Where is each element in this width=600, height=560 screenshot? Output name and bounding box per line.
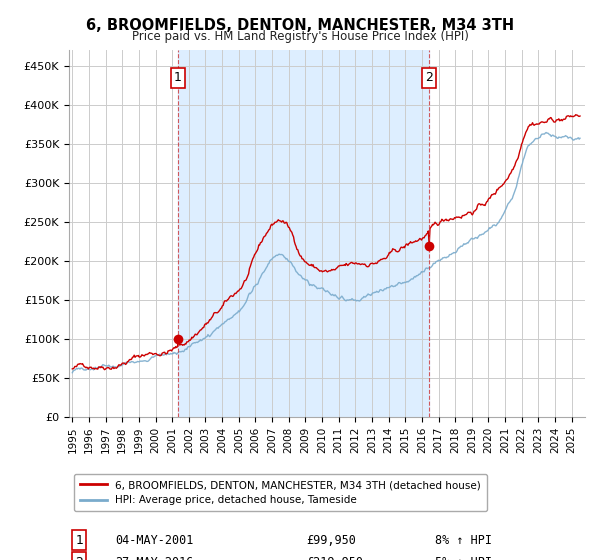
Text: 8% ↑ HPI: 8% ↑ HPI	[436, 534, 493, 547]
Text: £99,950: £99,950	[307, 534, 356, 547]
Text: 04-MAY-2001: 04-MAY-2001	[115, 534, 194, 547]
Text: 1: 1	[76, 534, 83, 547]
Text: 6, BROOMFIELDS, DENTON, MANCHESTER, M34 3TH: 6, BROOMFIELDS, DENTON, MANCHESTER, M34 …	[86, 18, 514, 33]
Text: 2: 2	[425, 72, 433, 85]
Text: £219,950: £219,950	[307, 556, 364, 560]
Bar	[178, 50, 429, 417]
Text: 27-MAY-2016: 27-MAY-2016	[115, 556, 194, 560]
Text: 2: 2	[76, 556, 83, 560]
Legend: 6, BROOMFIELDS, DENTON, MANCHESTER, M34 3TH (detached house), HPI: Average price: 6, BROOMFIELDS, DENTON, MANCHESTER, M34 …	[74, 474, 487, 511]
Text: 5% ↑ HPI: 5% ↑ HPI	[436, 556, 493, 560]
Text: 1: 1	[174, 72, 182, 85]
Text: Price paid vs. HM Land Registry's House Price Index (HPI): Price paid vs. HM Land Registry's House …	[131, 30, 469, 43]
